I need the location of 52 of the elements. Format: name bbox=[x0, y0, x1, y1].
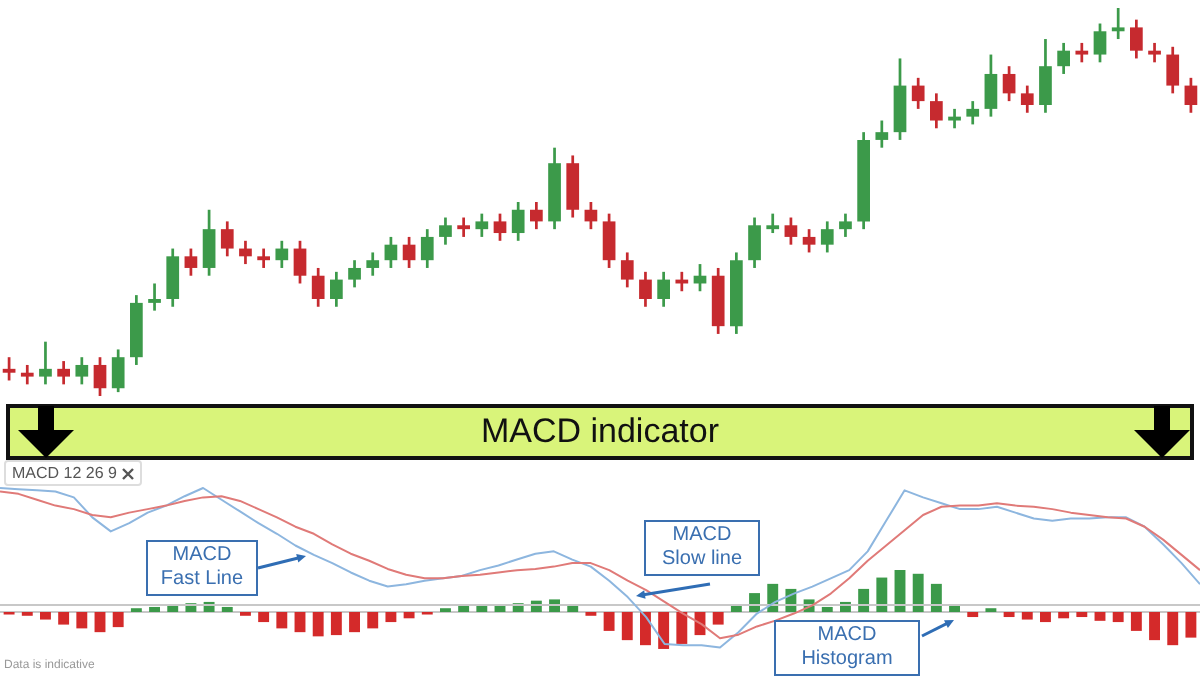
bar bbox=[40, 612, 51, 620]
bar bbox=[1021, 612, 1033, 620]
bar bbox=[876, 577, 888, 612]
bar bbox=[730, 605, 742, 612]
bar bbox=[76, 612, 88, 629]
bar bbox=[221, 606, 233, 612]
bar bbox=[1149, 612, 1160, 641]
bar bbox=[640, 612, 651, 646]
annotation: MACD Slow line bbox=[661, 524, 743, 570]
bar bbox=[403, 612, 415, 619]
bar bbox=[676, 612, 688, 644]
candlestick bbox=[1111, 8, 1125, 40]
bar bbox=[1058, 612, 1070, 619]
bar bbox=[949, 605, 960, 612]
bar bbox=[276, 612, 288, 629]
bar bbox=[930, 583, 942, 612]
bar bbox=[603, 612, 615, 631]
text: MACD 12 26 9 bbox=[12, 464, 117, 482]
bar bbox=[967, 612, 979, 618]
bar bbox=[658, 612, 670, 649]
bar bbox=[712, 612, 724, 625]
bar bbox=[1185, 612, 1197, 638]
bar bbox=[858, 588, 870, 612]
bar bbox=[385, 612, 397, 623]
bar bbox=[912, 573, 924, 612]
bar bbox=[258, 612, 270, 623]
bar bbox=[1076, 612, 1088, 618]
bar bbox=[1112, 612, 1124, 623]
bar bbox=[349, 612, 360, 633]
annotation: MACD Fast Line bbox=[160, 544, 244, 590]
bar bbox=[1167, 612, 1179, 646]
bar bbox=[749, 593, 760, 612]
bar bbox=[458, 605, 470, 612]
bar bbox=[58, 612, 70, 625]
bar bbox=[294, 612, 306, 633]
bar bbox=[94, 612, 106, 633]
bar bbox=[621, 612, 633, 641]
bar bbox=[1003, 612, 1015, 618]
bar bbox=[821, 606, 833, 612]
bar bbox=[149, 606, 160, 612]
bar bbox=[330, 612, 342, 636]
bar bbox=[567, 605, 579, 612]
bar bbox=[1040, 612, 1051, 623]
bar bbox=[367, 612, 379, 629]
bar bbox=[167, 605, 179, 612]
annotation: MACD Histogram bbox=[801, 624, 893, 670]
bar bbox=[1130, 612, 1142, 631]
candlestick bbox=[148, 283, 161, 311]
chart-title: MACD indicator bbox=[6, 404, 1194, 460]
bar bbox=[312, 612, 324, 637]
bar bbox=[1094, 612, 1106, 621]
bar bbox=[112, 612, 124, 628]
